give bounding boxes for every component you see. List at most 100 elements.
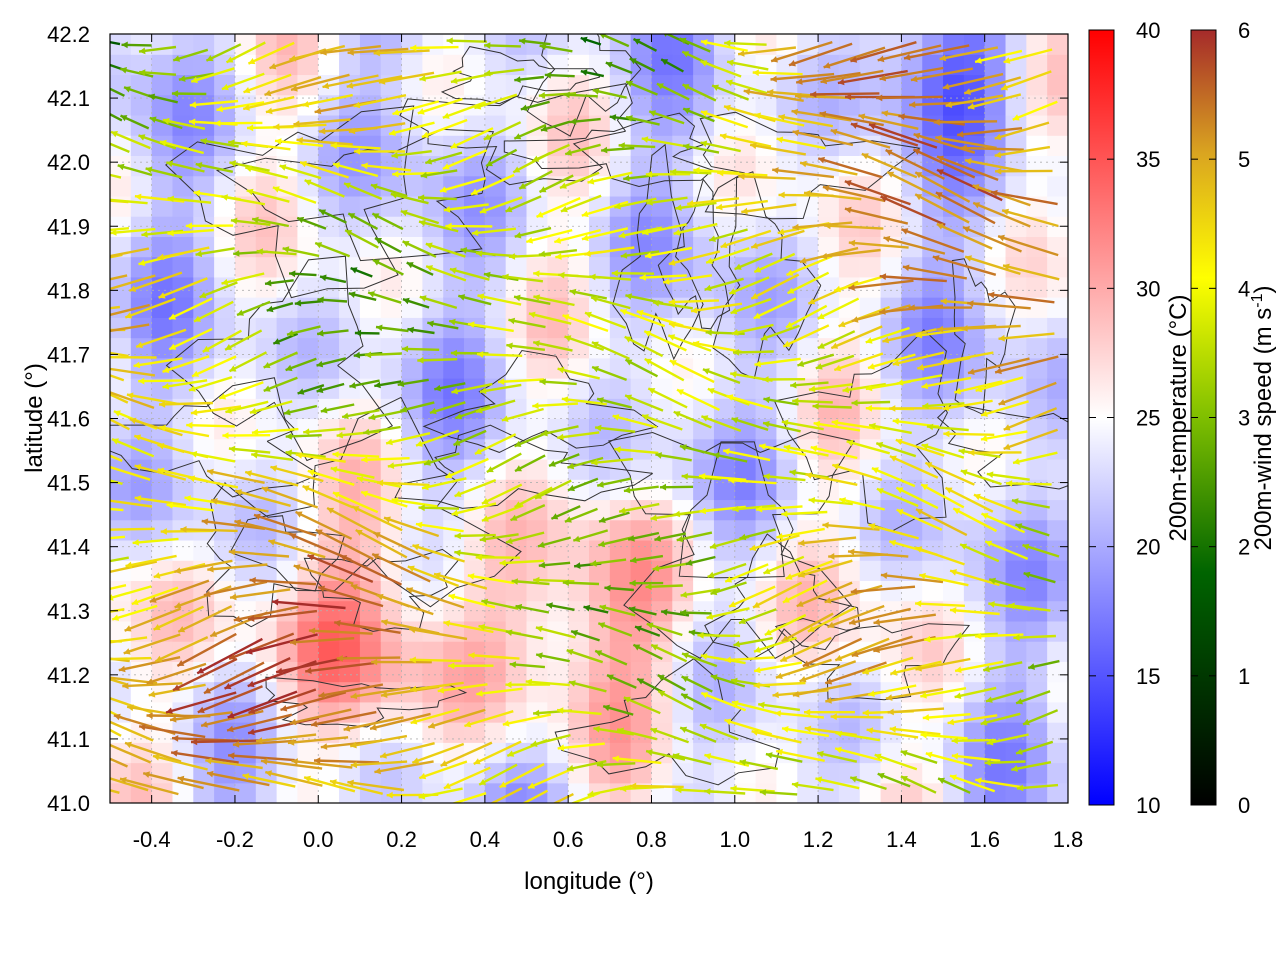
temperature-cell: [130, 74, 153, 96]
wind-vector-head: [124, 625, 132, 632]
wind-vector: [557, 742, 605, 750]
wind-vector-head: [725, 576, 733, 583]
wind-vector-head: [354, 329, 362, 337]
wind-vector-head: [804, 190, 811, 197]
wind-vector-head: [201, 721, 208, 728]
wind-vector-head: [921, 443, 929, 450]
temperature-cell: [1026, 438, 1048, 460]
temperature-cell: [547, 539, 569, 561]
temperature-cell: [484, 722, 507, 743]
wind-vector-head: [101, 717, 108, 723]
wind-vector-head: [332, 451, 339, 458]
wind-vector-head: [344, 182, 351, 189]
temperature-cell: [255, 195, 278, 217]
temperature-cell: [276, 195, 299, 217]
wind-vector-head: [1003, 443, 1011, 450]
wind-vector-head: [623, 486, 631, 494]
wind-vector: [753, 252, 796, 274]
temperature-cell: [901, 54, 923, 76]
wind-vector-head: [937, 155, 944, 162]
temperature-cell: [943, 641, 965, 662]
contour-line: [165, 105, 415, 299]
wind-vector-head: [476, 407, 483, 414]
temperature-cell: [651, 762, 673, 784]
wind-vector-head: [587, 178, 595, 185]
temperature-cell: [672, 175, 694, 197]
temperature-cell: [713, 54, 736, 76]
wind-vector: [501, 407, 544, 422]
wind-vector-head: [125, 561, 133, 569]
wind-vector: [882, 328, 937, 343]
wind-vector-head: [913, 132, 921, 140]
wind-vector-head: [533, 270, 540, 277]
temperature-cell: [630, 256, 653, 278]
wind-vector-head: [937, 169, 944, 176]
temperature-cell: [672, 276, 694, 298]
wind-vector-head: [515, 603, 523, 611]
wind-vector-head: [391, 152, 398, 159]
temperature-cell: [568, 722, 590, 743]
wind-vector-head: [866, 727, 874, 734]
wind-vector-head: [166, 707, 173, 714]
temperature-cell: [151, 519, 174, 541]
temperature-cell: [568, 438, 590, 460]
wind-vector: [274, 139, 324, 147]
wind-vector-head: [473, 758, 481, 765]
wind-vector: [119, 777, 179, 796]
wind-vector-head: [454, 532, 461, 540]
wind-vector: [310, 710, 377, 727]
temperature-cell: [110, 357, 132, 379]
wind-vector: [315, 528, 374, 561]
colorbar-tick-label: 35: [1136, 147, 1160, 172]
wind-vector-head: [896, 487, 904, 494]
wind-vector: [760, 324, 800, 341]
temperature-cell: [380, 762, 403, 784]
wind-vector-head: [617, 727, 624, 735]
temperature-cell: [1005, 236, 1027, 258]
temperature-cell: [589, 539, 611, 561]
wind-vector: [808, 383, 853, 391]
wind-vector-head: [858, 113, 866, 120]
wind-vector-head: [682, 652, 689, 659]
wind-vector-head: [475, 250, 483, 257]
wind-vector-head: [704, 788, 711, 795]
wind-vector-head: [751, 242, 758, 249]
temperature-cell: [568, 661, 590, 683]
wind-vector: [200, 139, 239, 148]
wind-vector: [676, 388, 721, 411]
wind-vector: [110, 351, 129, 358]
wind-vector-head: [256, 737, 263, 744]
wind-vector: [915, 508, 968, 537]
wind-vector-head: [270, 465, 278, 472]
temperature-cell: [1005, 256, 1027, 278]
wind-vector-head: [775, 672, 783, 679]
wind-vector: [138, 725, 206, 739]
temperature-cell: [693, 782, 715, 803]
wind-vector: [851, 400, 891, 405]
wind-vector-head: [445, 222, 452, 230]
temperature-cell: [276, 34, 299, 55]
wind-vector-head: [293, 120, 300, 128]
wind-vector-head: [317, 329, 324, 337]
wind-vector: [251, 217, 290, 228]
wind-vector: [162, 355, 210, 373]
wind-vector: [110, 584, 127, 591]
wind-vector: [408, 627, 468, 641]
temperature-cell: [1047, 519, 1068, 541]
wind-vector-head: [688, 629, 696, 636]
wind-vector: [511, 579, 550, 586]
temperature-cell: [547, 195, 569, 217]
wind-vector-head: [98, 83, 105, 89]
wind-vector-head: [726, 79, 733, 86]
wind-vector: [1012, 451, 1058, 465]
temperature-cell: [651, 560, 673, 581]
wind-vector-head: [644, 330, 652, 337]
temperature-cell: [838, 94, 861, 116]
wind-vector: [817, 330, 856, 350]
temperature-cell: [1047, 539, 1068, 561]
temperature-cell: [318, 641, 340, 662]
temperature-cell: [214, 722, 236, 743]
wind-vector-head: [750, 142, 757, 150]
x-tick-label: 1.2: [803, 827, 834, 852]
